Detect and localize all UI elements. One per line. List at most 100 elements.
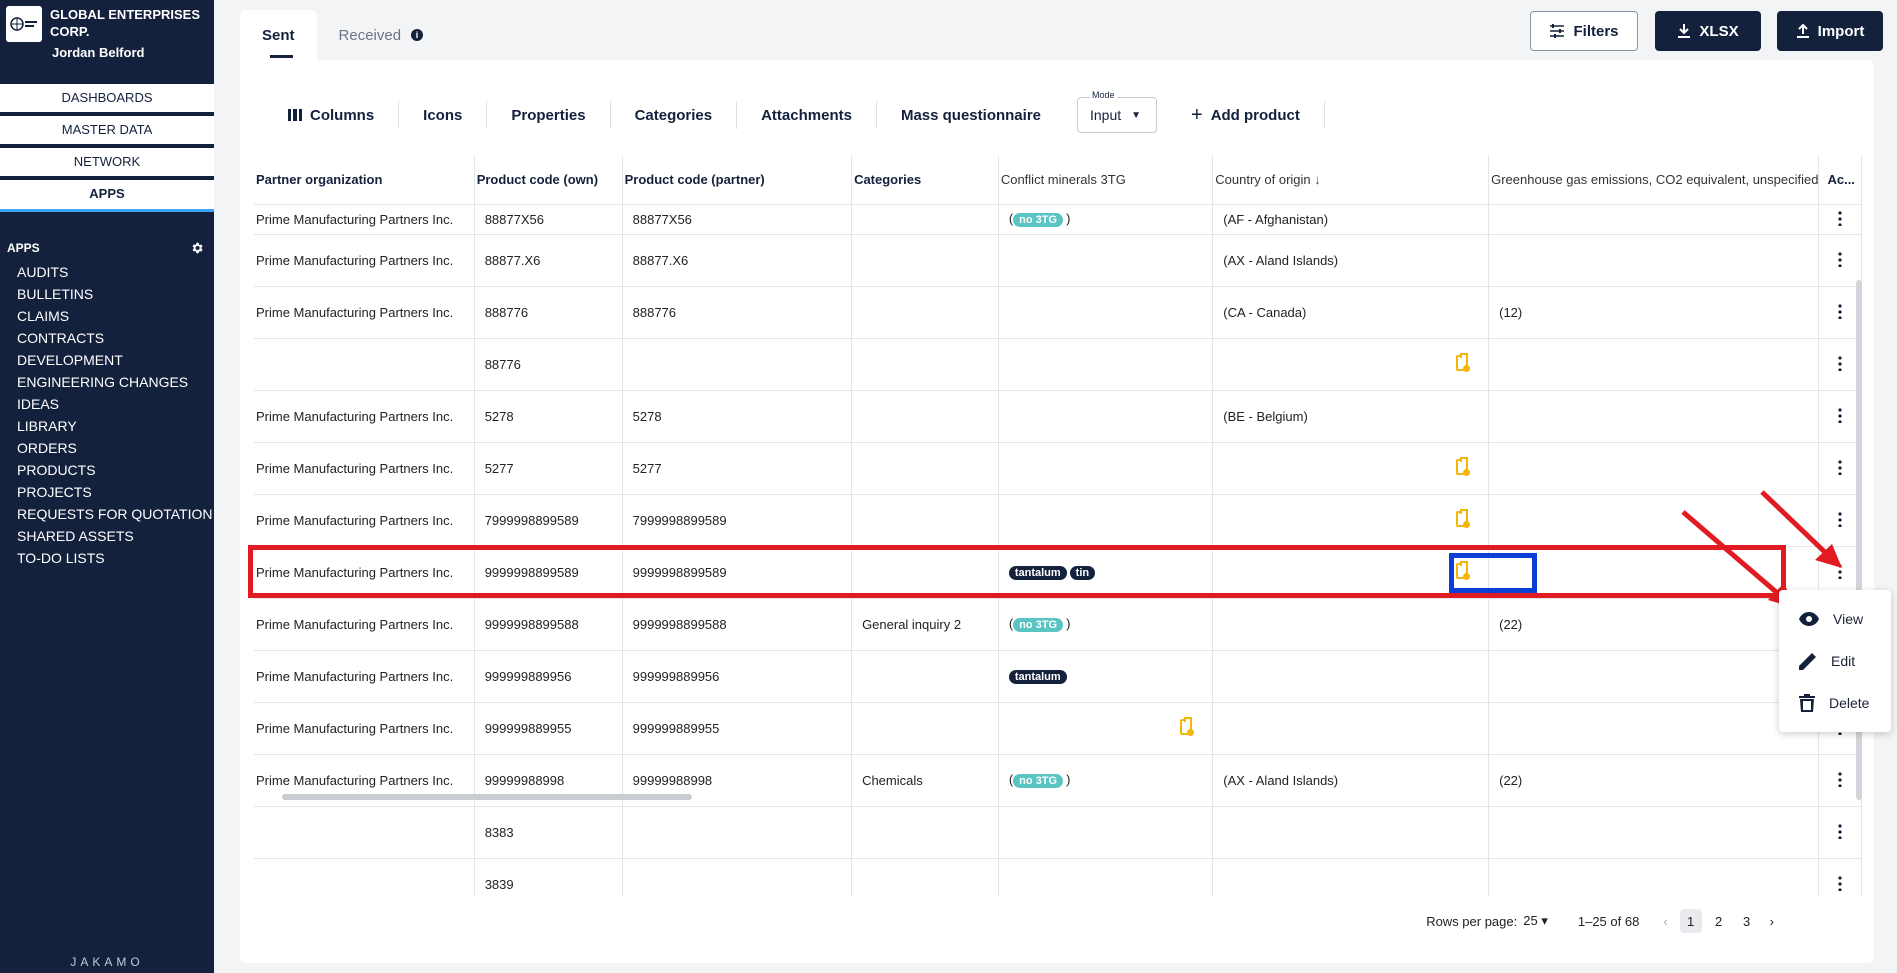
more-vert-icon[interactable]: [1838, 250, 1843, 267]
table-row[interactable]: Prime Manufacturing Partners Inc. 5277 527…: [254, 442, 1862, 495]
table-cell: [1488, 338, 1820, 391]
column-header[interactable]: Conflict minerals 3TG: [998, 156, 1214, 205]
table-row[interactable]: Prime Manufacturing Partners Inc. 9999998…: [254, 702, 1862, 755]
mass-questionnaire-button[interactable]: Mass questionnaire: [900, 106, 1041, 124]
clipboard-icon[interactable]: [1180, 716, 1195, 736]
app-library[interactable]: LIBRARY: [17, 418, 77, 434]
more-vert-icon[interactable]: [1838, 510, 1843, 527]
more-vert-icon[interactable]: [1838, 874, 1843, 891]
import-button[interactable]: Import: [1777, 11, 1883, 51]
org-logo-icon: [6, 6, 42, 42]
table-cell: [851, 494, 999, 547]
table-cell: [1488, 650, 1820, 703]
table-row[interactable]: Prime Manufacturing Partners Inc. 5278 527…: [254, 390, 1862, 443]
info-icon[interactable]: i: [411, 29, 424, 41]
app-projects[interactable]: PROJECTS: [17, 484, 92, 500]
next-page-icon[interactable]: ›: [1769, 913, 1774, 929]
clipboard-icon[interactable]: [1456, 352, 1471, 372]
more-vert-icon[interactable]: [1838, 302, 1843, 319]
table-cell: 9999998899589: [474, 546, 623, 599]
table-row[interactable]: Prime Manufacturing Partners Inc. 9999998…: [254, 754, 1862, 807]
app-engineering-changes[interactable]: ENGINEERING CHANGES: [17, 374, 189, 390]
table-row[interactable]: 8383: [254, 806, 1862, 859]
add-product-button[interactable]: + Add product: [1167, 101, 1325, 129]
table-row[interactable]: Prime Manufacturing Partners Inc. 888776 8…: [254, 286, 1862, 339]
app-ideas[interactable]: IDEAS: [17, 396, 60, 412]
row-actions-cell: [1818, 494, 1862, 547]
nav-master-data[interactable]: MASTER DATA: [0, 116, 214, 148]
page-1[interactable]: 1: [1679, 909, 1702, 933]
prev-page-icon[interactable]: ‹: [1663, 913, 1668, 929]
mode-select[interactable]: Mode Input ▼: [1077, 90, 1157, 133]
column-header[interactable]: Ac...: [1818, 156, 1862, 205]
app-claims[interactable]: CLAIMS: [17, 308, 70, 324]
table-cell: [998, 338, 1214, 391]
table-cell: [1488, 702, 1820, 755]
app-rfq[interactable]: REQUESTS FOR QUOTATION: [17, 506, 213, 522]
column-header[interactable]: Categories: [851, 156, 999, 205]
app-development[interactable]: DEVELOPMENT: [17, 352, 123, 368]
columns-button[interactable]: Columns: [264, 101, 400, 129]
nav-dashboards[interactable]: DASHBOARDS: [0, 84, 214, 116]
app-todo-lists[interactable]: TO-DO LISTS: [17, 550, 105, 566]
row-actions-cell: [1818, 234, 1862, 287]
app-contracts[interactable]: CONTRACTS: [17, 330, 105, 346]
table-cell: (CA - Canada): [1212, 286, 1490, 339]
table-row[interactable]: Prime Manufacturing Partners Inc. 7999998…: [254, 494, 1862, 547]
page-2[interactable]: 2: [1715, 913, 1723, 929]
app-orders[interactable]: ORDERS: [17, 440, 77, 456]
app-shared-assets[interactable]: SHARED ASSETS: [17, 528, 134, 544]
table-cell: (22): [1488, 754, 1820, 807]
rows-per-page-select[interactable]: 25 ▾: [1523, 913, 1548, 928]
app-bulletins[interactable]: BULLETINS: [17, 286, 94, 302]
filters-button[interactable]: Filters: [1530, 11, 1638, 51]
table-cell: [1488, 390, 1820, 443]
icons-button[interactable]: Icons: [399, 101, 488, 129]
categories-button[interactable]: Categories: [611, 101, 738, 129]
more-vert-icon[interactable]: [1838, 458, 1843, 475]
menu-edit[interactable]: Edit: [1779, 640, 1891, 682]
nav-apps[interactable]: APPS: [0, 180, 214, 212]
table-cell: 888776: [622, 286, 853, 339]
column-header[interactable]: Greenhouse gas emissions, CO2 equivalent…: [1488, 156, 1820, 205]
app-audits[interactable]: AUDITS: [17, 264, 69, 280]
clipboard-icon[interactable]: [1456, 508, 1471, 528]
app-products[interactable]: PRODUCTS: [17, 462, 96, 478]
menu-view[interactable]: View: [1779, 598, 1891, 640]
download-icon: [1678, 24, 1691, 38]
more-vert-icon[interactable]: [1838, 406, 1843, 423]
gear-icon[interactable]: [190, 241, 204, 255]
more-vert-icon[interactable]: [1838, 354, 1843, 371]
properties-button[interactable]: Properties: [487, 101, 611, 129]
more-vert-icon[interactable]: [1838, 770, 1843, 787]
table-row[interactable]: 88776: [254, 338, 1862, 391]
page-3[interactable]: 3: [1743, 913, 1751, 929]
caret-down-icon: ▼: [1131, 109, 1142, 121]
vertical-scrollbar[interactable]: [1856, 280, 1862, 800]
table-cell: 3839: [474, 858, 623, 896]
menu-delete[interactable]: Delete: [1779, 682, 1891, 724]
more-vert-icon[interactable]: [1838, 562, 1843, 579]
table-row[interactable]: Prime Manufacturing Partners Inc. 88877X5…: [254, 204, 1862, 235]
table-cell: [1488, 442, 1820, 495]
sort-arrow-icon[interactable]: ↓: [1310, 172, 1321, 188]
column-header[interactable]: Country of origin ↓: [1212, 156, 1490, 205]
table-cell: General inquiry 2: [851, 598, 999, 651]
more-vert-icon[interactable]: [1838, 822, 1843, 839]
column-header[interactable]: Product code (own): [474, 156, 623, 205]
column-header[interactable]: Product code (partner): [622, 156, 853, 205]
clipboard-icon[interactable]: [1456, 456, 1471, 476]
horizontal-scrollbar[interactable]: [282, 794, 692, 800]
clipboard-icon[interactable]: [1456, 560, 1471, 580]
table-row[interactable]: 3839: [254, 858, 1862, 896]
tabs: Sent Received i: [240, 10, 445, 60]
xlsx-button[interactable]: XLSX: [1655, 11, 1761, 51]
table-row[interactable]: Prime Manufacturing Partners Inc. 88877.X…: [254, 234, 1862, 287]
column-header[interactable]: Partner organization: [254, 156, 475, 205]
tab-sent[interactable]: Sent: [240, 10, 317, 60]
attachments-button[interactable]: Attachments: [737, 101, 877, 129]
table-cell: [1212, 650, 1490, 703]
nav-network[interactable]: NETWORK: [0, 148, 214, 180]
more-vert-icon[interactable]: [1838, 209, 1843, 226]
tab-received[interactable]: Received i: [317, 10, 446, 60]
